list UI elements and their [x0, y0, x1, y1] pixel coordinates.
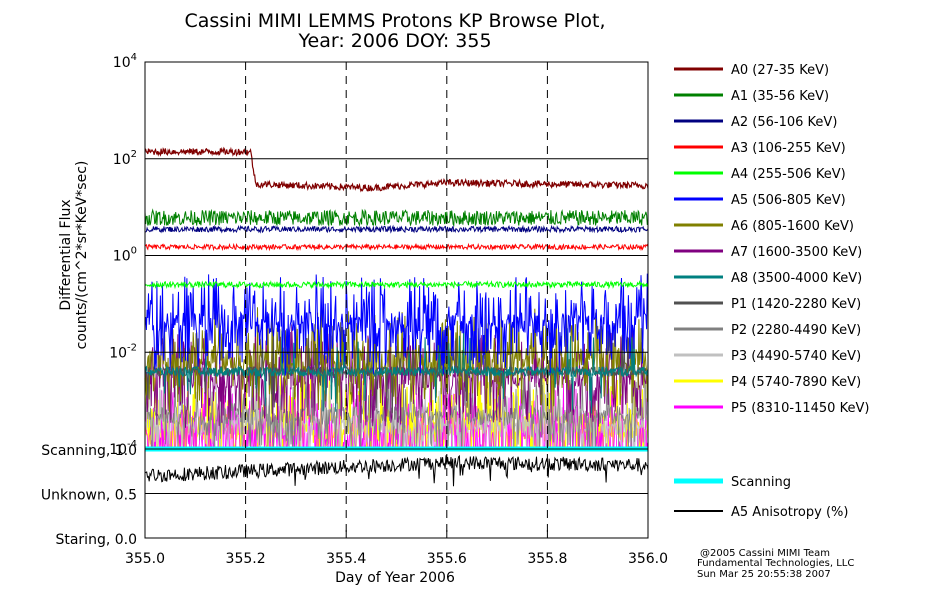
y-tick-label: 10-4 — [109, 439, 137, 458]
lower-y-tick-label: Scanning, 1.0 — [41, 443, 137, 459]
legend-entry: P2 (2280-4490 KeV) — [731, 323, 861, 338]
x-tick-label: 355.6 — [427, 551, 467, 567]
y-tick-label: 104 — [113, 52, 137, 71]
y-tick-label: 10-2 — [109, 342, 137, 361]
footer-company: Fundamental Technologies, LLC — [697, 558, 854, 569]
x-tick-label: 355.0 — [125, 551, 165, 567]
legend-entry: P5 (8310-11450 KeV) — [731, 401, 869, 416]
legend-entry: P1 (1420-2280 KeV) — [731, 297, 861, 312]
legend-entry: A3 (106-255 KeV) — [731, 141, 846, 156]
footer-timestamp: Sun Mar 25 20:55:38 2007 — [697, 569, 831, 580]
footer: @2005 Cassini MIMI Team Fundamental Tech… — [697, 548, 854, 580]
series-layer — [144, 146, 649, 451]
chart-subtitle: Year: 2006 DOY: 355 — [297, 30, 491, 52]
series-line — [144, 224, 649, 234]
x-axis-label: Day of Year 2006 — [335, 570, 455, 586]
x-tick-label: 355.2 — [226, 551, 266, 567]
series-line — [144, 326, 649, 414]
grid-layer — [144, 62, 649, 538]
series-line — [144, 208, 649, 228]
legend-entry: A2 (56-106 KeV) — [731, 115, 837, 130]
lower-y-tick-label: Unknown, 0.5 — [41, 488, 137, 504]
lower-y-tick-labels: Scanning, 1.0 Unknown, 0.5 Staring, 0.0 — [41, 443, 137, 548]
anisotropy-series-line — [144, 454, 649, 487]
legend: A0 (27-35 KeV) A1 (35-56 KeV) A2 (56-106 K… — [674, 63, 869, 520]
x-tick-label: 355.8 — [527, 551, 567, 567]
legend-entry: A0 (27-35 KeV) — [731, 63, 829, 78]
series-line — [144, 146, 649, 193]
y-tick-labels: 10-4 10-2 100 102 104 — [109, 52, 137, 458]
series-line — [144, 279, 649, 290]
lower-y-tick-label: Staring, 0.0 — [55, 532, 137, 548]
chart-title: Cassini MIMI LEMMS Protons KP Browse Plo… — [184, 10, 605, 32]
legend-entry: P4 (5740-7890 KeV) — [731, 375, 861, 390]
y-axis-label-line2: counts/(cm^2*sr*KeV*sec) — [74, 161, 90, 350]
lower-plot-frame — [144, 448, 649, 539]
legend-entry: A1 (35-56 KeV) — [731, 89, 829, 104]
legend-entry-anisotropy: A5 Anisotropy (%) — [731, 505, 848, 520]
y-axis-label-line1: Differential Flux — [58, 199, 74, 310]
legend-entry: P3 (4490-5740 KeV) — [731, 349, 861, 364]
legend-entry: A8 (3500-4000 KeV) — [731, 271, 862, 286]
series-line — [144, 242, 649, 252]
series-line — [144, 326, 649, 414]
x-tick-labels: 355.0 355.2 355.4 355.6 355.8 356.0 — [125, 551, 668, 567]
lower-panel-series-layer — [144, 446, 649, 487]
legend-entry: A6 (805-1600 KeV) — [731, 219, 854, 234]
y-tick-label: 100 — [113, 246, 137, 265]
y-tick-label: 102 — [113, 149, 137, 168]
footer-copyright: @2005 Cassini MIMI Team — [700, 548, 830, 559]
legend-entry: A4 (255-506 KeV) — [731, 167, 846, 182]
legend-entry: A5 (506-805 KeV) — [731, 193, 846, 208]
x-tick-label: 356.0 — [628, 551, 668, 567]
x-tick-label: 355.4 — [326, 551, 366, 567]
legend-entry: A7 (1600-3500 KeV) — [731, 245, 862, 260]
legend-entry-scanning: Scanning — [731, 475, 791, 490]
series-line — [144, 273, 649, 376]
